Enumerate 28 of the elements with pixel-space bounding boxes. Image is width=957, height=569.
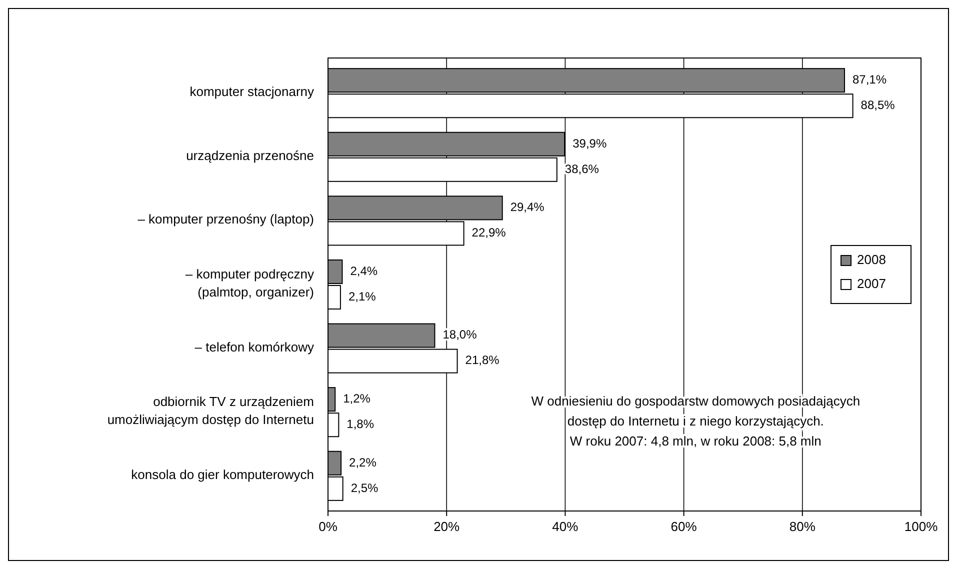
x-tick-label: 0% [318,519,338,534]
x-tick-label: 80% [789,519,816,534]
data-label: 2,1% [348,289,376,304]
y-tick-label: urządzenia przenośne [186,148,314,164]
y-tick-label: – komputer przenośny (laptop) [138,212,314,228]
data-label: 2,4% [350,264,378,278]
data-label: 39,9% [572,136,607,150]
data-label: 88,5% [860,98,896,112]
y-tick-label: komputer stacjonarny [190,84,314,100]
data-label: 87,1% [852,72,887,87]
y-tick-label: odbiornik TV z urządzeniem umożliwiającym dostęp do Internetu [107,394,314,428]
data-label: 29,4% [510,200,545,214]
data-label: 22,9% [472,226,506,240]
legend-label: 2008 [857,252,886,267]
data-label: 1,8% [346,417,374,432]
data-label: 2,2% [349,455,377,470]
x-tick-label: 100% [904,519,938,534]
x-tick-label: 20% [434,519,460,534]
y-tick-label: konsola do gier komputerowych [131,467,314,482]
data-label: 38,6% [564,162,600,176]
y-tick-label: – telefon komórkowy [194,340,314,355]
data-label: 2,5% [350,480,379,495]
legend-label: 2007 [857,276,886,291]
y-tick-label: – komputer podręczny (palmtop, organizer) [185,266,314,300]
x-tick-label: 40% [552,519,579,534]
data-label: 1,2% [343,392,371,406]
data-label: 21,8% [465,353,500,368]
x-tick-label: 60% [670,519,698,534]
